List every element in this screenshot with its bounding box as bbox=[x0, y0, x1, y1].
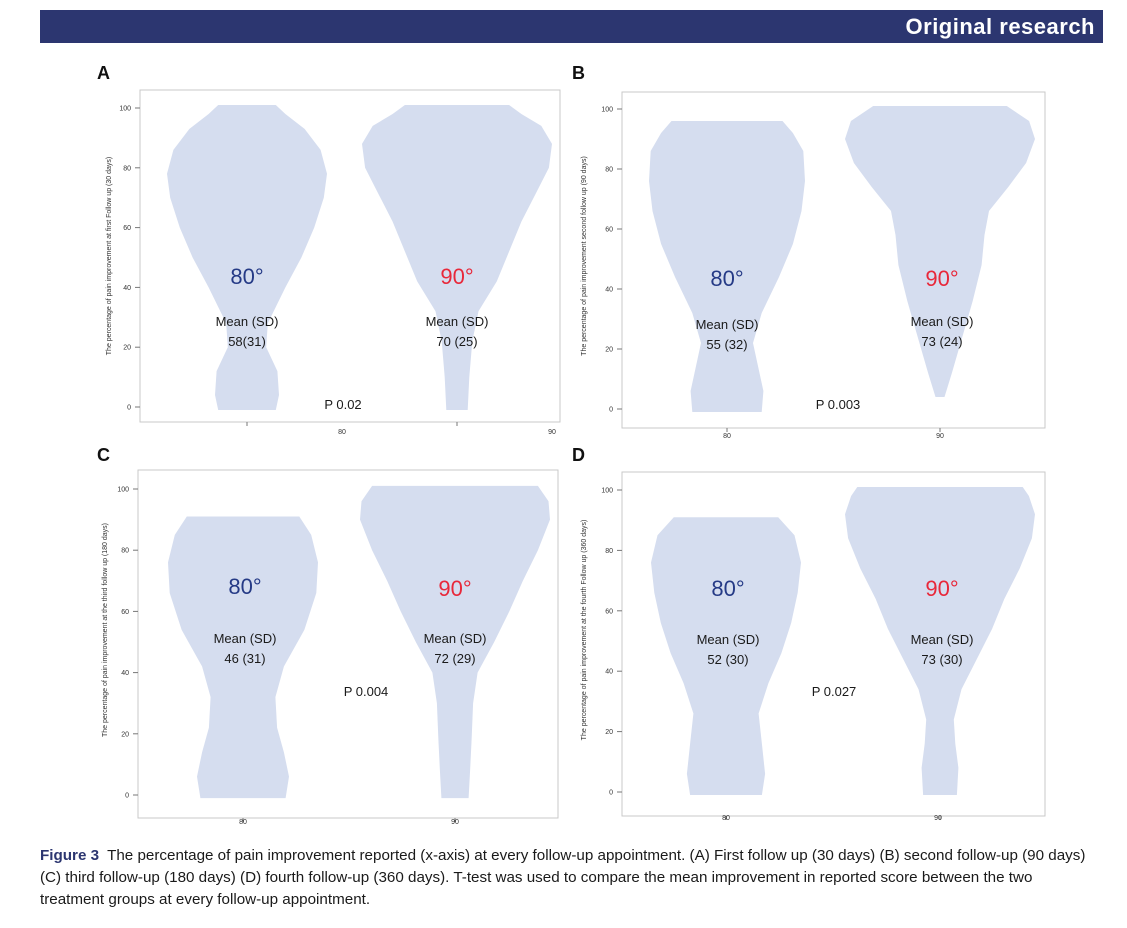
figure-label: Figure 3 bbox=[40, 847, 100, 864]
violin-90-deg bbox=[845, 487, 1035, 795]
x-tick-label: 90 bbox=[934, 815, 942, 822]
mean-sd-heading: Mean (SD) bbox=[911, 314, 974, 329]
y-tick-label: 80 bbox=[121, 548, 129, 555]
y-axis-label: The percentage of pain improvement at th… bbox=[581, 520, 588, 741]
journal-section-banner: Original research bbox=[40, 10, 1103, 43]
y-tick-label: 0 bbox=[609, 407, 613, 414]
x-tick-label: 90 bbox=[451, 819, 459, 826]
y-tick-label: 20 bbox=[121, 731, 129, 738]
x-tick-label: 80 bbox=[722, 815, 730, 822]
violin-90-deg bbox=[845, 106, 1035, 397]
y-tick-label: 80 bbox=[605, 167, 613, 174]
violin-90-deg bbox=[360, 485, 550, 799]
y-tick-label: 0 bbox=[609, 790, 613, 797]
violin-plot-panel-a: 0 20 40 60 80 100 The percentage of pain impro… bbox=[106, 89, 561, 436]
group-label-80: 80° bbox=[711, 576, 744, 601]
x-tick-label: 80 bbox=[723, 433, 731, 440]
mean-sd-heading: Mean (SD) bbox=[911, 632, 974, 647]
mean-sd-value: 55 (32) bbox=[706, 337, 747, 352]
group-label-90: 90° bbox=[438, 576, 471, 601]
mean-sd-value: 73 (30) bbox=[921, 652, 962, 667]
p-value: P 0.02 bbox=[324, 397, 361, 412]
y-tick-label: 40 bbox=[605, 669, 613, 676]
violin-80-deg bbox=[168, 516, 318, 799]
y-axis-label: The percentage of pain improvement at th… bbox=[102, 523, 109, 737]
y-tick-label: 100 bbox=[117, 487, 129, 494]
panel-letter-d: D bbox=[572, 445, 585, 465]
y-tick-label: 20 bbox=[605, 729, 613, 736]
mean-sd-value: 52 (30) bbox=[707, 652, 748, 667]
mean-sd-heading: Mean (SD) bbox=[214, 631, 277, 646]
y-tick-label: 40 bbox=[123, 285, 131, 292]
y-tick-label: 60 bbox=[605, 227, 613, 234]
y-tick-label: 100 bbox=[119, 106, 131, 113]
x-tick-label: 80 bbox=[239, 819, 247, 826]
y-tick-label: 80 bbox=[123, 165, 131, 172]
y-tick-label: 40 bbox=[121, 670, 129, 677]
mean-sd-heading: Mean (SD) bbox=[216, 314, 279, 329]
y-axis-label: The percentage of pain improvement secon… bbox=[581, 156, 588, 356]
group-label-80: 80° bbox=[230, 264, 263, 289]
p-value: P 0.004 bbox=[344, 684, 389, 699]
panel-letter-b: B bbox=[572, 63, 585, 83]
x-tick-label: 90 bbox=[936, 433, 944, 440]
mean-sd-heading: Mean (SD) bbox=[424, 631, 487, 646]
y-axis-label: The percentage of pain improvement at fi… bbox=[106, 157, 113, 355]
y-tick-label: 60 bbox=[121, 609, 129, 616]
mean-sd-heading: Mean (SD) bbox=[697, 632, 760, 647]
violin-90-deg bbox=[362, 105, 552, 410]
mean-sd-heading: Mean (SD) bbox=[426, 314, 489, 329]
y-tick-label: 0 bbox=[125, 793, 129, 800]
y-tick-label: 80 bbox=[605, 548, 613, 555]
violin-80-deg bbox=[167, 105, 327, 410]
group-label-90: 90° bbox=[925, 266, 958, 291]
violin-plot-panel-b: 0 20 40 60 80 100 The percentage of pain impro… bbox=[581, 91, 1046, 440]
mean-sd-value: 46 (31) bbox=[224, 651, 265, 666]
mean-sd-heading: Mean (SD) bbox=[696, 317, 759, 332]
mean-sd-value: 73 (24) bbox=[921, 334, 962, 349]
y-tick-label: 40 bbox=[605, 287, 613, 294]
x-tick-label: 80 bbox=[338, 429, 346, 436]
mean-sd-value: 70 (25) bbox=[436, 334, 477, 349]
y-tick-label: 20 bbox=[605, 347, 613, 354]
y-tick-label: 0 bbox=[127, 405, 131, 412]
y-tick-label: 100 bbox=[601, 488, 613, 495]
panel-letter-c: C bbox=[97, 445, 110, 465]
group-label-90: 90° bbox=[440, 264, 473, 289]
group-label-80: 80° bbox=[228, 574, 261, 599]
violin-plot-panel-d: 0 20 40 60 80 100 The percentage of pain impro… bbox=[581, 471, 1046, 822]
p-value: P 0.027 bbox=[812, 684, 857, 699]
figure-caption: Figure 3 The percentage of pain improveme… bbox=[40, 845, 1100, 911]
x-tick-label: 90 bbox=[548, 429, 556, 436]
figure-caption-text: The percentage of pain improvement repor… bbox=[40, 847, 1086, 908]
y-tick-label: 60 bbox=[123, 225, 131, 232]
y-tick-label: 60 bbox=[605, 608, 613, 615]
panel-letter-a: A bbox=[97, 63, 110, 83]
violin-80-deg bbox=[651, 517, 801, 795]
y-tick-label: 100 bbox=[601, 107, 613, 114]
mean-sd-value: 58(31) bbox=[228, 334, 266, 349]
mean-sd-value: 72 (29) bbox=[434, 651, 475, 666]
p-value: P 0.003 bbox=[816, 397, 861, 412]
violin-80-deg bbox=[649, 121, 805, 412]
section-label: Original research bbox=[905, 14, 1095, 39]
violin-plot-panel-c: 0 20 40 60 80 100 The percentage of pain impro… bbox=[102, 469, 559, 826]
group-label-80: 80° bbox=[710, 266, 743, 291]
group-label-90: 90° bbox=[925, 576, 958, 601]
y-tick-label: 20 bbox=[123, 345, 131, 352]
